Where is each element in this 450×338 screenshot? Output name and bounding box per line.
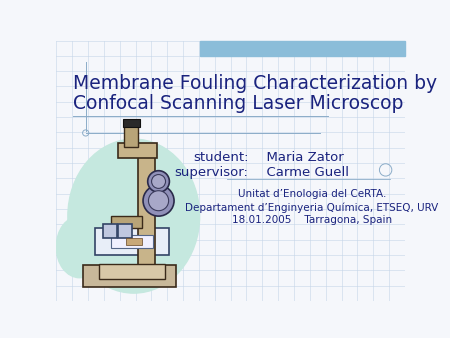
Bar [118,143,157,159]
Circle shape [152,174,166,188]
Bar [123,119,140,127]
Bar [103,224,117,238]
Text: supervisor:: supervisor: [175,166,248,179]
Bar [95,228,169,255]
Ellipse shape [56,216,103,278]
Circle shape [148,191,169,211]
Text: Departament d’Enginyeria Química, ETSEQ, URV: Departament d’Enginyeria Química, ETSEQ,… [185,202,439,213]
Bar [99,264,165,279]
Text: 18.01.2005    Tarragona, Spain: 18.01.2005 Tarragona, Spain [232,215,392,225]
Bar [83,265,176,287]
Circle shape [148,171,169,192]
Text: Carme Guell: Carme Guell [258,166,349,179]
Bar [111,235,153,248]
Text: student:: student: [193,151,248,164]
Bar [125,124,139,147]
Text: Confocal Scanning Laser Microscop: Confocal Scanning Laser Microscop [73,94,404,114]
Ellipse shape [68,139,200,293]
Text: Membrane Fouling Characterization by: Membrane Fouling Characterization by [73,74,437,93]
Bar [138,147,155,266]
Bar [126,238,141,245]
Bar [200,41,405,56]
Bar [118,224,132,238]
Bar [111,216,141,228]
Text: Unitat d’Enologia del CeRTA.: Unitat d’Enologia del CeRTA. [238,189,386,199]
Circle shape [143,185,174,216]
Text: Maria Zator: Maria Zator [258,151,343,164]
